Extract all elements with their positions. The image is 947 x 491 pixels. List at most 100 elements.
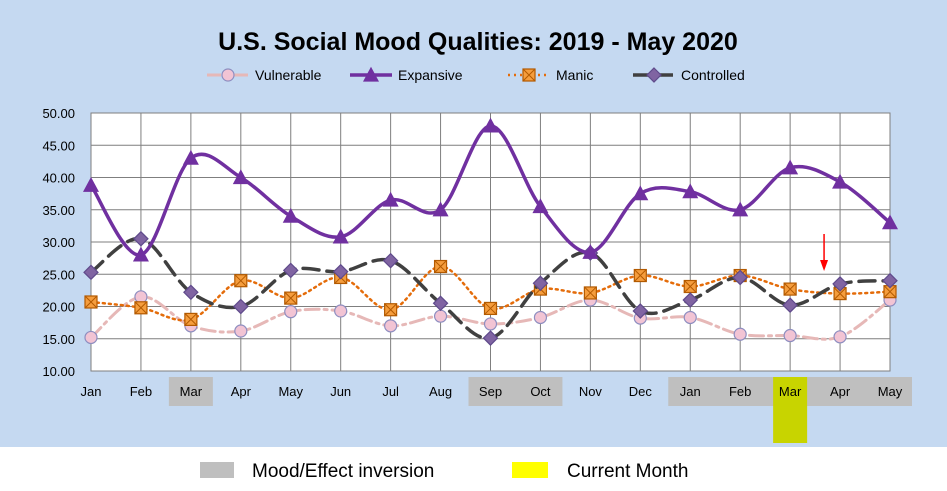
series-group: [82, 117, 899, 346]
point-vulnerable-9: [533, 310, 548, 325]
point-expansive-7: [432, 201, 449, 217]
point-vulnerable-15: [833, 330, 847, 344]
series-controlled: [83, 230, 898, 346]
point-vulnerable-6: [384, 319, 398, 333]
point-expansive-6: [382, 191, 399, 207]
point-expansive-12: [682, 183, 699, 199]
point-controlled-16: [882, 272, 898, 289]
point-expansive-2: [182, 149, 199, 165]
legend-marker-circle-icon: [221, 68, 235, 82]
y-tick-label: 20.00: [42, 300, 75, 315]
footer-background: [0, 447, 947, 491]
legend-item-expansive: Expansive: [350, 66, 463, 83]
x-tick-label: Aug: [429, 384, 452, 399]
point-vulnerable-0: [84, 330, 98, 345]
x-tick-label: Feb: [130, 384, 152, 399]
legend-label: Expansive: [398, 67, 463, 83]
point-expansive-4: [282, 207, 299, 223]
point-manic-6: [384, 303, 398, 317]
inversion-bands: [168, 377, 912, 443]
series-expansive: [82, 117, 899, 262]
x-tick-label: Jul: [382, 384, 399, 399]
y-tick-label: 50.00: [42, 106, 75, 121]
point-expansive-14: [782, 159, 799, 175]
y-axis-ticks: 10.00 15.00 20.00 25.00 30.00 35.00 40.00 45.00…: [42, 106, 75, 379]
point-expansive-5: [332, 228, 349, 244]
point-manic-7: [433, 259, 448, 274]
point-controlled-6: [382, 252, 399, 269]
x-axis-ticks: Jan Feb Mar Apr May Jun Jul Aug Sep Oct Nov Dec Jan F…: [81, 384, 903, 399]
point-expansive-8: [482, 117, 499, 133]
point-vulnerable-3: [234, 324, 248, 338]
point-controlled-9: [532, 275, 549, 292]
x-tick-label: Nov: [579, 384, 603, 399]
y-tick-label: 15.00: [42, 332, 75, 347]
point-vulnerable-5: [334, 304, 348, 318]
y-tick-label: 35.00: [42, 203, 75, 218]
point-controlled-11: [632, 303, 649, 319]
legend-label: Manic: [556, 67, 593, 83]
legend-item-vulnerable: Vulnerable: [207, 67, 322, 83]
point-manic-12: [683, 279, 697, 294]
point-controlled-12: [682, 292, 699, 308]
gridlines: [90, 112, 891, 372]
legend-item-manic: Manic: [508, 67, 593, 83]
legend-label: Controlled: [681, 67, 745, 83]
x-tick-label: Dec: [629, 384, 653, 399]
point-manic-2: [184, 312, 198, 326]
x-tick-label: May: [878, 384, 903, 399]
point-manic-3: [234, 274, 248, 288]
point-controlled-3: [232, 298, 249, 315]
point-vulnerable-13: [733, 327, 747, 341]
point-expansive-0: [82, 176, 100, 192]
legend-marker-square-icon: [522, 68, 536, 82]
point-manic-8: [483, 301, 498, 316]
point-manic-14: [783, 282, 797, 296]
point-vulnerable-12: [683, 310, 697, 325]
point-manic-0: [84, 295, 98, 309]
x-tick-label: Feb: [729, 384, 751, 399]
inversion-legend-swatch: [200, 462, 234, 478]
point-controlled-5: [332, 263, 349, 280]
point-manic-4: [284, 291, 298, 305]
point-controlled-8: [482, 330, 499, 346]
y-tick-label: 45.00: [42, 138, 75, 153]
point-vulnerable-14: [783, 328, 797, 343]
legend-label: Vulnerable: [255, 67, 322, 83]
y-tick-label: 25.00: [42, 267, 75, 282]
point-manic-11: [633, 268, 647, 283]
inversion-band-2: [168, 377, 213, 406]
point-vulnerable-8: [483, 317, 498, 331]
point-controlled-1: [133, 230, 149, 247]
y-tick-label: 40.00: [42, 171, 75, 186]
point-expansive-11: [632, 185, 649, 201]
point-controlled-7: [432, 295, 449, 312]
x-tick-label: Jan: [81, 384, 102, 399]
point-expansive-9: [532, 198, 549, 214]
point-vulnerable-1: [134, 290, 148, 304]
point-controlled-14: [782, 297, 798, 314]
point-expansive-10: [582, 244, 599, 259]
point-expansive-15: [832, 173, 849, 189]
current-month-legend-label: Current Month: [567, 461, 688, 482]
x-tick-label: Apr: [830, 384, 851, 399]
y-tick-label: 10.00: [42, 364, 75, 379]
legend-item-controlled: Controlled: [633, 67, 745, 83]
current-month-legend-swatch: [512, 462, 548, 478]
point-vulnerable-7: [433, 309, 448, 323]
point-controlled-0: [83, 264, 99, 281]
x-tick-label: Sep: [479, 384, 502, 399]
point-controlled-4: [282, 262, 299, 279]
x-tick-label: Mar: [779, 384, 802, 399]
point-expansive-1: [132, 246, 149, 262]
point-controlled-15: [832, 276, 848, 292]
current-month-highlight: [773, 377, 808, 443]
legend: Vulnerable Expansive Manic Controlled: [207, 66, 745, 83]
point-expansive-13: [732, 201, 749, 217]
point-expansive-16: [881, 214, 899, 230]
inversion-legend-label: Mood/Effect inversion: [252, 461, 434, 482]
point-controlled-2: [183, 284, 199, 301]
point-manic-10: [583, 286, 597, 300]
